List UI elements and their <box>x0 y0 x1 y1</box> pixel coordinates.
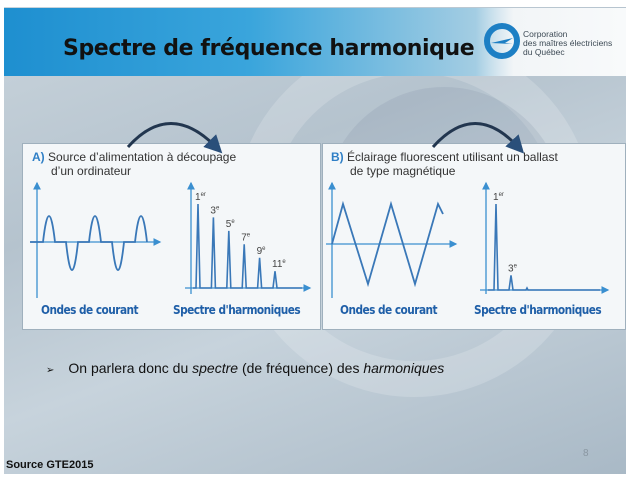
logo-text: Corporation des maîtres électriciens du … <box>523 30 612 57</box>
harmonic-label: 3e <box>210 205 220 216</box>
curved-arrow-icon <box>126 122 223 154</box>
logo-line: Corporation <box>523 29 568 39</box>
panel-a-letter: A) <box>32 150 45 164</box>
panel-a-spectrum-caption: Spectre d'harmoniques <box>173 303 301 317</box>
harmonic-suffix: e <box>282 259 286 265</box>
bullet-arrow-icon: ➢ <box>46 365 55 376</box>
harmonic-suffix: e <box>514 263 518 269</box>
curved-arrow-icon <box>431 122 525 154</box>
harmonic-suffix: e <box>247 232 251 238</box>
harmonic-label: 5e <box>226 219 236 230</box>
bullet-point: ➢ On parlera donc du spectre (de fréquenc… <box>46 360 444 376</box>
harmonic-label: 3e <box>508 263 518 274</box>
bullet-text-italic: harmoniques <box>363 360 445 376</box>
harmonic-suffix: e <box>262 246 266 252</box>
harmonic-label: 9e <box>257 246 267 257</box>
harmonic-order: 3 <box>210 205 216 216</box>
harmonic-order: 11 <box>272 259 283 270</box>
panel-b-letter: B) <box>331 150 344 164</box>
harmonic-order: 3 <box>508 263 514 274</box>
bullet-text: (de fréquence) des <box>238 360 364 376</box>
harmonic-suffix: er <box>499 192 504 198</box>
harmonic-order: 1 <box>195 192 201 203</box>
current-waveform <box>30 215 148 271</box>
logo-line: du Québec <box>523 47 565 57</box>
harmonic-label: 1er <box>195 192 206 203</box>
current-waveform <box>331 200 444 288</box>
harmonic-peaks <box>488 203 600 291</box>
panel-b-title-line: de type magnétique <box>350 164 456 178</box>
panel-a: A) Source d’alimentation à découpage d’u… <box>22 143 321 330</box>
harmonic-order: 1 <box>493 192 499 203</box>
harmonic-order: 7 <box>241 232 247 243</box>
source-note: Source GTE2015 <box>6 459 94 471</box>
harmonic-label: 1er <box>493 192 504 203</box>
panel-a-title: A) Source d’alimentation à découpage d’u… <box>32 150 236 178</box>
harmonic-label: 7e <box>241 232 251 243</box>
harmonic-order: 5 <box>226 219 232 230</box>
harmonic-suffix: e <box>216 205 220 211</box>
logo-line: des maîtres électriciens <box>523 38 613 48</box>
panel-a-title-line: Source d’alimentation à découpage <box>48 150 237 164</box>
harmonic-peaks <box>193 203 302 289</box>
logo-icon <box>484 23 520 59</box>
harmonic-suffix: e <box>231 219 235 225</box>
bullet-text-italic: spectre <box>192 360 239 376</box>
panel-a-wave-caption: Ondes de courant <box>41 303 139 317</box>
panel-b-title: B) Éclairage fluorescent utilisant un ba… <box>331 150 558 178</box>
harmonic-order: 9 <box>257 246 263 257</box>
panel-b-wave-caption: Ondes de courant <box>340 303 438 317</box>
slide-title: Spectre de fréquence harmonique <box>63 36 475 61</box>
harmonic-label: 11e <box>272 259 286 270</box>
harmonic-suffix: er <box>201 192 206 198</box>
bullet-text: On parlera donc du <box>68 360 193 376</box>
page-number: 8 <box>583 448 589 459</box>
panel-b: B) Éclairage fluorescent utilisant un ba… <box>322 143 626 330</box>
panel-b-title-line: Éclairage fluorescent utilisant un balla… <box>347 150 558 164</box>
panel-b-spectrum-caption: Spectre d'harmoniques <box>474 303 602 317</box>
panel-a-title-line: d’un ordinateur <box>51 164 132 178</box>
